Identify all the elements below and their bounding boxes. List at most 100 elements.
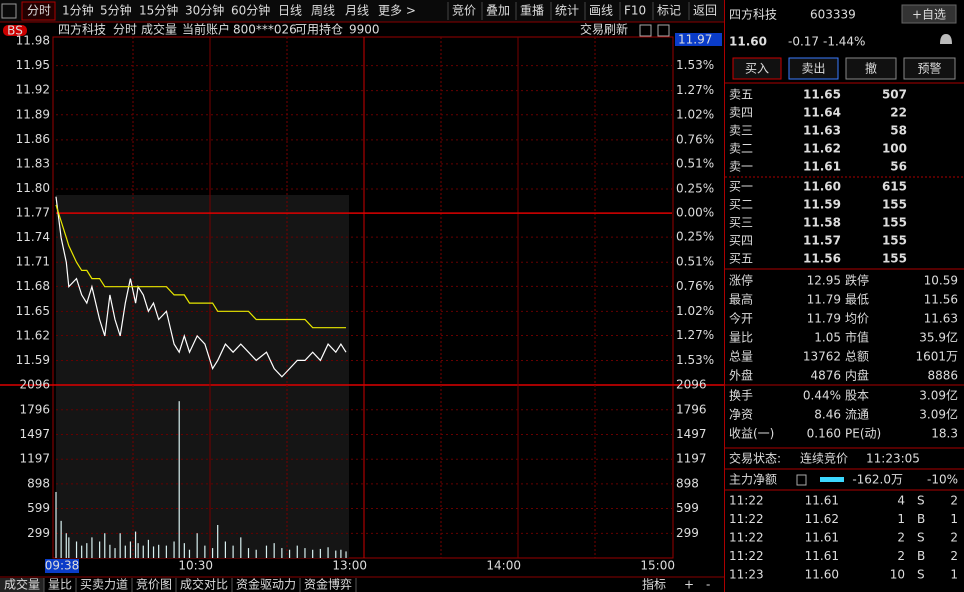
menu-icon[interactable]	[1, 3, 17, 19]
volume-bar	[114, 548, 116, 558]
trade-button[interactable]	[788, 57, 839, 80]
stat-value: 12.95	[807, 274, 841, 288]
status-time: 11:23:05	[866, 452, 920, 466]
stat-value: 4876	[810, 369, 841, 383]
stat-label: 总额	[845, 350, 869, 364]
stat-label: PE(动)	[845, 427, 881, 441]
trade-button[interactable]	[845, 57, 897, 80]
volume-bar	[327, 547, 329, 558]
y-tick-label: 299	[27, 526, 50, 540]
period-tab[interactable]: 60分钟	[231, 3, 270, 18]
main-force-pct: -10%	[927, 473, 958, 487]
bottom-action[interactable]: 指标	[642, 577, 666, 592]
trade-count: 2	[950, 531, 958, 545]
label: 800***026	[233, 23, 297, 37]
bottom-tab[interactable]: 资金博弈	[304, 577, 352, 592]
toolbar-button[interactable]: 统计	[555, 4, 579, 18]
y-tick-label: 11.86	[16, 132, 50, 146]
toolbar-button[interactable]: 叠加	[486, 4, 510, 18]
stat-value: 1601万	[915, 350, 958, 364]
toolbar-button[interactable]: 标记	[657, 4, 681, 18]
bottom-action[interactable]: +	[684, 578, 694, 592]
period-tab[interactable]: 5分钟	[100, 3, 132, 18]
period-tab[interactable]: 15分钟	[139, 3, 178, 18]
volume-bar	[60, 520, 62, 558]
refresh-button[interactable]: 交易刷新	[580, 22, 628, 37]
trade-button-text[interactable]: 买入	[745, 62, 769, 76]
stat-value: 3.09亿	[919, 388, 958, 403]
bottom-tab[interactable]: 成交对比	[180, 577, 228, 592]
stat-value: 0.160	[807, 427, 841, 441]
toolbar-button[interactable]: 返回	[693, 4, 717, 18]
trade-side: B	[917, 512, 925, 526]
bottom-tab[interactable]: 竞价图	[136, 578, 172, 592]
stat-value: 8886	[927, 369, 958, 383]
trade-button-text[interactable]: 卖出	[801, 62, 825, 76]
y-tick-label: 11.74	[16, 230, 50, 244]
volume-bar	[217, 524, 219, 558]
book-price: 11.62	[803, 142, 841, 156]
book-level: 卖一	[729, 160, 753, 174]
stat-value: 1.05	[814, 331, 841, 345]
y-tick-label: 11.65	[16, 304, 50, 318]
volume-bar	[99, 541, 101, 558]
book-volume: 58	[890, 124, 907, 138]
stock-code: 603339	[810, 8, 856, 22]
volume-bar	[55, 491, 57, 558]
toolbar-button[interactable]: 重播	[520, 4, 544, 18]
trade-time: 11:23	[729, 568, 764, 582]
volume-bar	[340, 549, 342, 558]
volume-bar	[304, 548, 306, 558]
stat-value: 11.79	[807, 293, 841, 307]
bottom-tab[interactable]: 资金驱动力	[236, 577, 296, 592]
bottom-tab[interactable]: 买卖力道	[80, 578, 128, 592]
y-tick-label: 11.59	[16, 353, 50, 367]
toolbar-button[interactable]: F10	[624, 4, 646, 18]
period-tab[interactable]: 分时	[27, 4, 51, 18]
toolbar-button[interactable]: 画线	[589, 4, 613, 18]
stock-name: 四方科技	[729, 7, 777, 22]
toolbar-button[interactable]: 竞价	[452, 4, 476, 18]
book-volume: 22	[890, 106, 907, 120]
icon[interactable]	[657, 24, 670, 37]
trade-price: 11.60	[805, 568, 839, 582]
book-volume: 56	[890, 160, 907, 174]
bottom-tab[interactable]: 成交量	[4, 577, 40, 592]
period-tab[interactable]: 月线	[345, 4, 369, 18]
bottom-action[interactable]: -	[706, 578, 710, 592]
y2-tick-label: 0.51%	[676, 255, 714, 269]
book-price: 11.56	[803, 252, 841, 266]
stat-label: 涨停	[729, 273, 753, 288]
volume-bar	[173, 541, 175, 558]
trade-side: S	[917, 531, 925, 545]
plot-frame	[52, 36, 674, 559]
trade-button[interactable]	[732, 57, 782, 80]
period-tab[interactable]: 周线	[311, 4, 335, 18]
period-tab[interactable]: 日线	[278, 4, 302, 18]
y-tick-label: 11.89	[16, 107, 50, 121]
volume-bar	[273, 543, 275, 558]
bottom-tab[interactable]: 量比	[48, 578, 72, 592]
stat-label: 最低	[845, 293, 869, 307]
stat-label: 收益(一)	[729, 427, 774, 441]
icon[interactable]	[639, 24, 652, 37]
trade-button-text[interactable]: 撤	[865, 61, 877, 76]
watch-button-text[interactable]: +自选	[912, 8, 946, 22]
volume-bar	[86, 543, 88, 558]
stat-label: 市值	[845, 330, 869, 345]
trade-button-text[interactable]: 预警	[917, 61, 941, 76]
y2-tick-label: 0.51%	[676, 156, 714, 170]
volume-bar	[137, 543, 139, 558]
book-level: 买三	[729, 216, 753, 230]
book-price: 11.58	[803, 216, 841, 230]
status-label: 交易状态:	[729, 451, 781, 466]
period-tab[interactable]: 30分钟	[185, 3, 224, 18]
trade-button[interactable]	[903, 57, 956, 80]
period-tab[interactable]: 更多 >	[378, 4, 416, 18]
watch-button[interactable]	[901, 4, 957, 24]
current-price: 11.60	[729, 35, 767, 49]
period-tab[interactable]: 1分钟	[62, 3, 94, 18]
book-level: 买一	[729, 180, 753, 194]
main-force-label: 主力净额	[729, 473, 777, 487]
